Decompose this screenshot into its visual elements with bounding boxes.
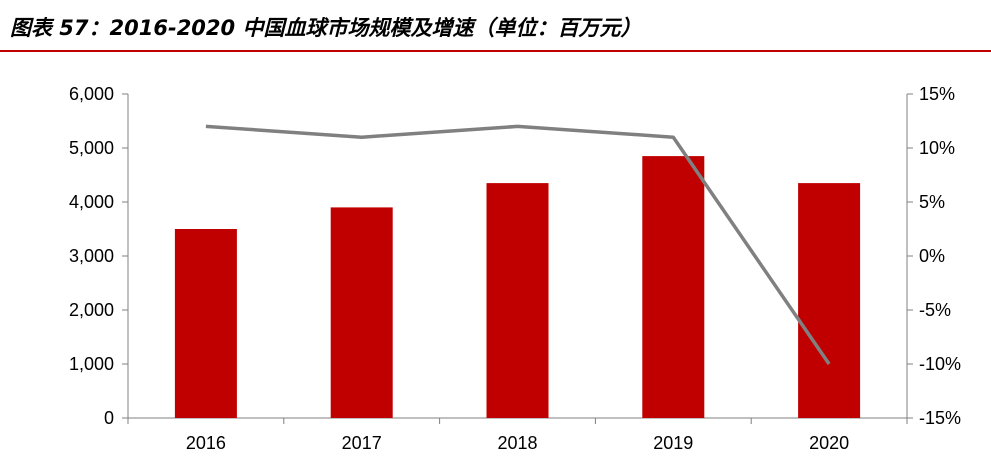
chart-title: 图表 57：2016-2020 中国血球市场规模及增速（单位：百万元） (10, 16, 642, 40)
x-tick-label: 2019 (653, 433, 693, 453)
y-left-tick-label: 0 (104, 408, 114, 428)
title-divider (0, 50, 991, 52)
x-tick-label: 2017 (342, 433, 382, 453)
y-left-tick-label: 2,000 (69, 300, 114, 320)
axis-labels: 0 1,000 2,000 3,000 4,000 5,000 6,000 -15% -10% -… (69, 84, 961, 453)
bar-2017 (330, 207, 393, 418)
y-right-tick-label: 10% (919, 138, 955, 158)
y-left-tick-label: 1,000 (69, 354, 114, 374)
x-tick-label: 2016 (186, 433, 226, 453)
y-right-tick-label: -10% (919, 354, 961, 374)
bar-2016 (174, 229, 237, 418)
y-left-tick-label: 3,000 (69, 246, 114, 266)
y-right-tick-label: -15% (919, 408, 961, 428)
bar-2020 (798, 183, 861, 418)
y-right-tick-label: -5% (919, 300, 951, 320)
growth-line-series (205, 124, 831, 365)
bar-series (174, 156, 861, 418)
y-left-tick-label: 5,000 (69, 138, 114, 158)
y-right-tick-label: 15% (919, 84, 955, 104)
bar-2019 (642, 156, 705, 418)
title-bar: 图表 57：2016-2020 中国血球市场规模及增速（单位：百万元） (0, 0, 991, 52)
y-right-tick-label: 0% (919, 246, 945, 266)
y-right-tick-label: 5% (919, 192, 945, 212)
bar-2018 (486, 183, 549, 418)
x-tick-label: 2018 (497, 433, 537, 453)
y-left-tick-label: 6,000 (69, 84, 114, 104)
y-left-tick-label: 4,000 (69, 192, 114, 212)
x-tick-label: 2020 (809, 433, 849, 453)
